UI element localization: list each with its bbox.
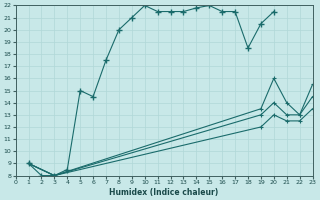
X-axis label: Humidex (Indice chaleur): Humidex (Indice chaleur) xyxy=(109,188,219,197)
